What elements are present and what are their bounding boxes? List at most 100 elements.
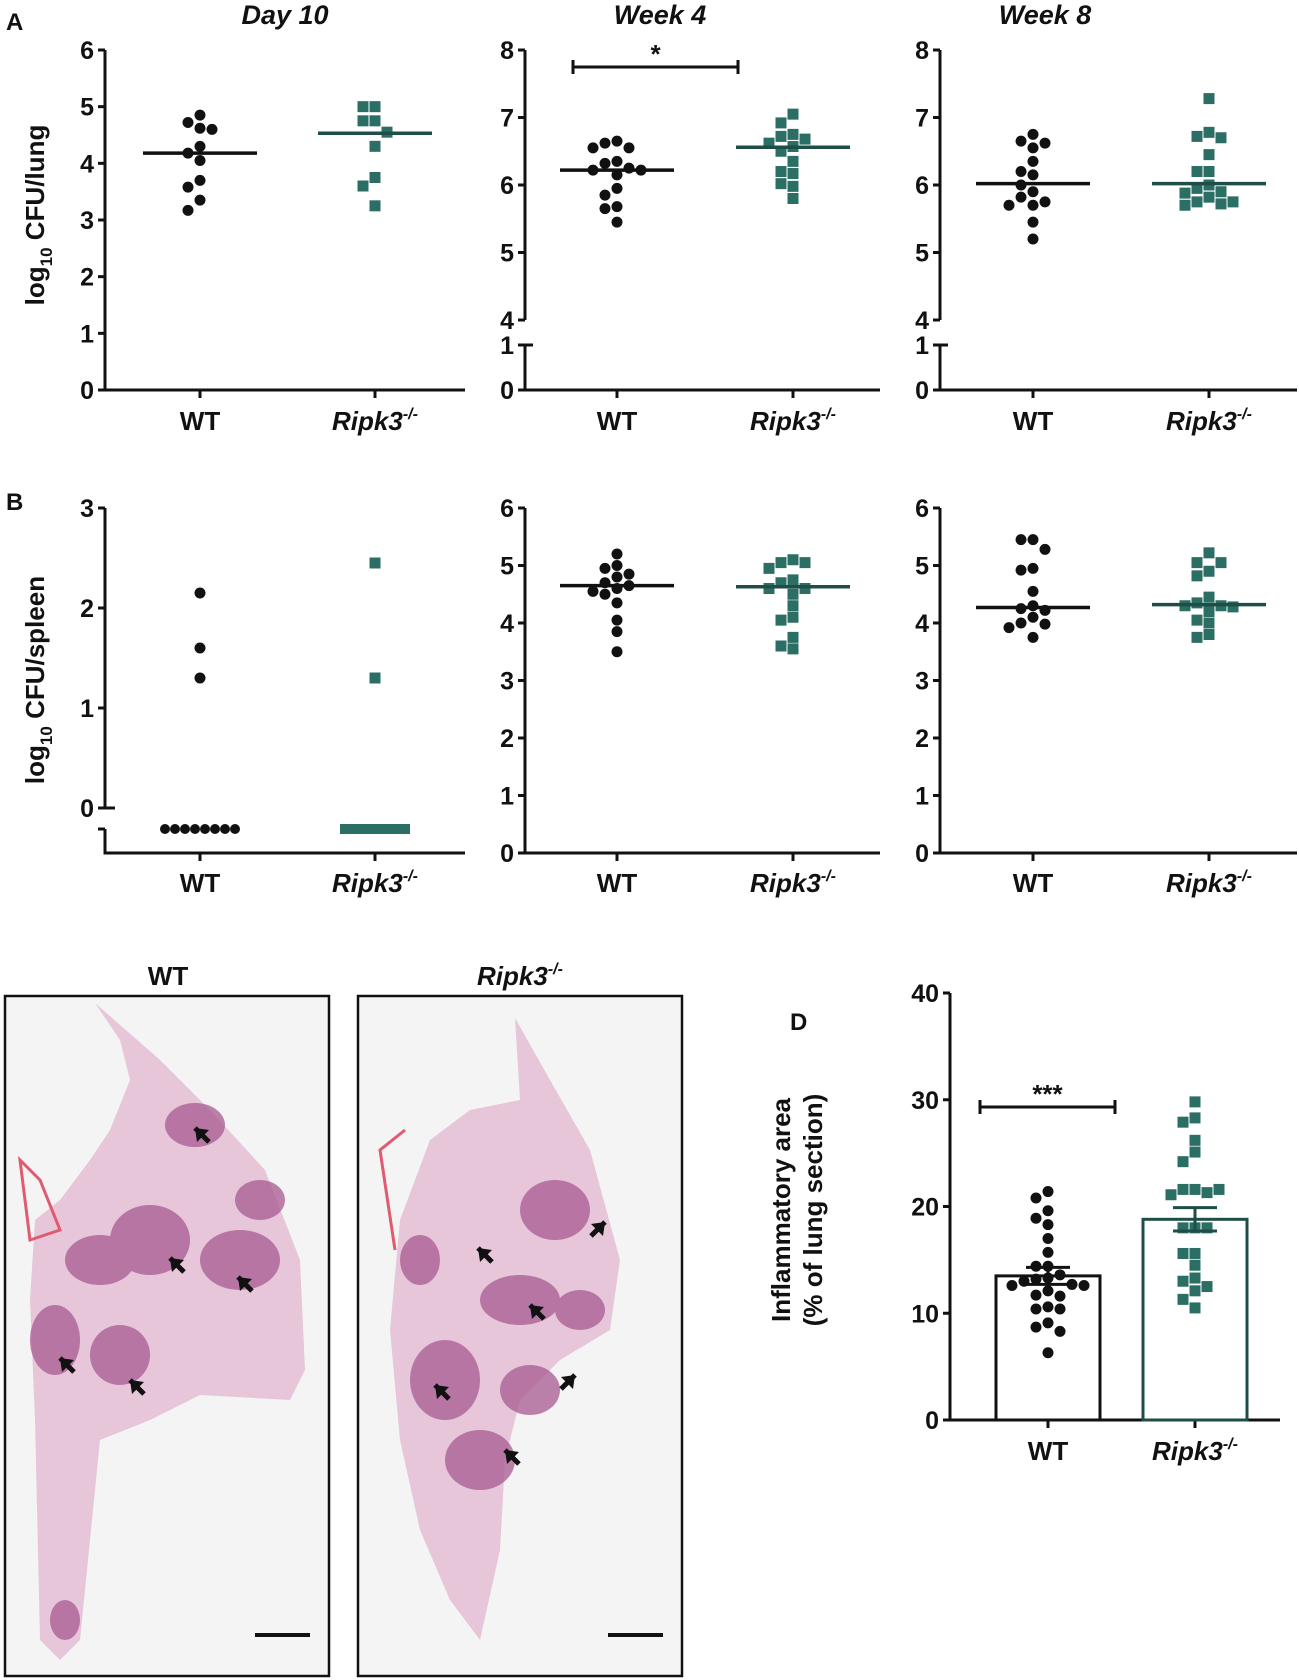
data-point — [369, 200, 381, 212]
data-point-below-detection — [190, 824, 200, 834]
chart-title: Week 4 — [614, 0, 707, 30]
y-tick-label: 30 — [911, 1087, 939, 1115]
x-label-ripk3: Ripk3-/- — [1166, 406, 1252, 436]
data-point — [1006, 1279, 1018, 1291]
chart-b2: 0 1 2 3 4 5 6 WT Ripk3-/- — [500, 495, 880, 898]
data-point — [611, 135, 623, 147]
series-ripk3 — [736, 554, 850, 655]
data-point — [1027, 233, 1039, 245]
y-axis: 0 14 5 6 7 8 — [915, 37, 1297, 405]
data-point — [599, 203, 611, 215]
y-tick-label: 0 — [80, 377, 94, 405]
data-point — [775, 557, 787, 569]
data-point — [1027, 585, 1039, 597]
y-tick-label: 0 — [500, 377, 514, 405]
x-label-wt: WT — [180, 406, 221, 436]
series-wt — [994, 1186, 1102, 1422]
data-point — [1054, 1303, 1066, 1315]
arrow-2-head — [238, 1277, 252, 1291]
data-point — [1213, 1183, 1225, 1195]
data-point — [611, 182, 623, 194]
data-point — [787, 108, 799, 120]
y-tick-label: 5 — [80, 94, 94, 122]
data-point — [787, 554, 799, 566]
data-point — [1027, 216, 1039, 228]
y-tick-label: 5 — [915, 553, 929, 581]
series-wt — [976, 128, 1090, 245]
data-point — [1165, 1189, 1177, 1201]
panel-a-ylabel: log10 CFU/lung — [20, 125, 56, 306]
data-point — [1191, 631, 1203, 643]
data-point — [1203, 565, 1215, 577]
series-ripk3 — [318, 101, 432, 212]
data-point — [1177, 1116, 1189, 1128]
data-point — [1177, 1275, 1189, 1287]
y-tick-label: 3 — [80, 495, 94, 523]
data-point — [369, 672, 381, 684]
series-wt — [560, 548, 674, 658]
data-point — [1189, 1112, 1201, 1124]
y-tick-label: 4 — [500, 610, 514, 638]
data-point — [787, 588, 799, 600]
panel-c-histology: WT Ripk3-/- — [3, 961, 684, 1678]
y-tick-label: 1 — [915, 332, 929, 360]
data-point — [775, 130, 787, 142]
data-point — [1027, 631, 1039, 643]
data-point — [1201, 1187, 1213, 1199]
data-point — [1179, 187, 1191, 199]
data-point — [182, 117, 194, 129]
y-tick-label: 6 — [915, 495, 929, 523]
data-point — [1015, 166, 1027, 177]
data-point — [1189, 1247, 1201, 1259]
data-point — [1191, 182, 1203, 194]
data-point — [1054, 1269, 1066, 1281]
y-axis: 0 1 2 3 4 5 6 — [500, 495, 880, 868]
data-point — [787, 155, 799, 167]
panel-b-ylabel: log10 CFU/spleen — [20, 576, 56, 784]
data-point — [1191, 614, 1203, 626]
data-point — [787, 643, 799, 655]
y-tick-label: 5 — [915, 240, 929, 268]
data-point — [611, 614, 623, 626]
data-point — [1015, 135, 1027, 147]
y-tick-label: 7 — [915, 105, 929, 133]
arrow-9-head — [561, 1375, 575, 1389]
data-point — [1203, 606, 1215, 617]
c-ko-title: Ripk3-/- — [477, 961, 563, 991]
x-label-wt: WT — [1028, 1436, 1069, 1466]
c-wt-title: WT — [148, 961, 189, 991]
y-tick-label: 1 — [500, 332, 514, 360]
y-tick-label: 0 — [915, 840, 929, 868]
data-point-below-detection — [390, 824, 400, 834]
y-axis: 0 14 5 6 7 8 — [500, 37, 880, 405]
x-label-wt: WT — [1013, 868, 1054, 898]
data-point — [787, 128, 799, 140]
data-point-below-detection — [400, 824, 410, 834]
y-tick-label: 6 — [500, 172, 514, 200]
data-point — [623, 142, 635, 154]
data-point — [194, 174, 206, 186]
data-point — [599, 157, 611, 169]
y-tick-label: 1 — [80, 320, 94, 348]
data-point — [763, 137, 775, 149]
data-point — [1203, 126, 1215, 138]
data-point — [1042, 1285, 1054, 1297]
data-point — [599, 189, 611, 201]
data-point — [1030, 1303, 1042, 1315]
y-tick-label: 7 — [500, 105, 514, 133]
data-point — [1039, 618, 1051, 630]
data-point — [1191, 130, 1203, 142]
data-point — [357, 180, 369, 192]
data-point — [1189, 1272, 1201, 1284]
data-point — [1189, 1134, 1201, 1146]
data-point-below-detection — [180, 824, 190, 834]
x-label-wt: WT — [180, 868, 221, 898]
data-point — [1177, 1222, 1189, 1234]
data-point — [1215, 198, 1227, 210]
x-label-wt: WT — [1013, 406, 1054, 436]
arrow-7-head — [530, 1305, 544, 1319]
data-point — [1203, 149, 1215, 161]
ko-lung-image — [356, 994, 684, 1678]
